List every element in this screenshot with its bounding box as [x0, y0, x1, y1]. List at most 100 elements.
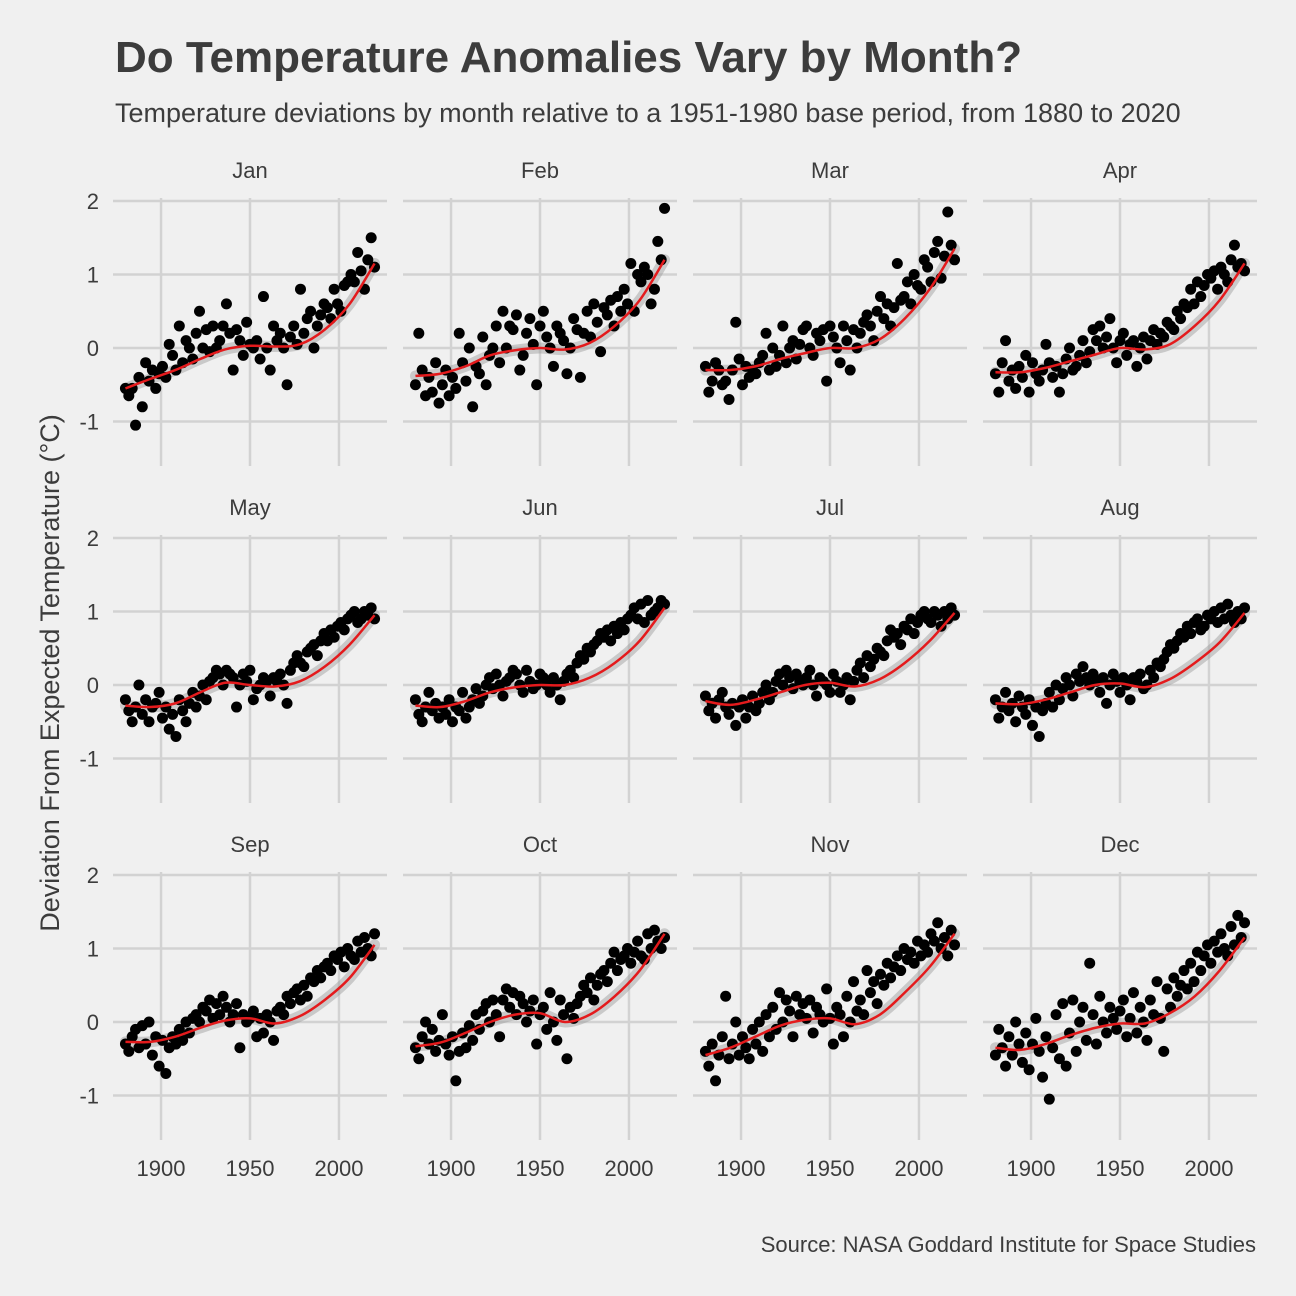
facet-label: Dec — [1100, 832, 1139, 857]
data-point — [308, 342, 320, 354]
data-point — [1053, 1053, 1065, 1065]
data-point — [231, 701, 243, 713]
data-point — [1064, 342, 1076, 354]
data-point — [247, 694, 259, 706]
data-point — [369, 613, 381, 625]
data-point — [143, 716, 155, 728]
data-point — [834, 357, 846, 369]
data-point — [716, 686, 728, 698]
data-point — [1171, 990, 1183, 1002]
data-point — [908, 628, 920, 640]
data-point — [480, 379, 492, 391]
data-point — [1134, 668, 1146, 680]
data-point — [723, 1053, 735, 1065]
data-point — [632, 935, 644, 947]
data-point — [1010, 382, 1022, 394]
data-point — [1067, 994, 1079, 1006]
facet-panel-dec: Dec 1900 1950 2000 — [983, 832, 1257, 1181]
data-point — [1104, 313, 1116, 325]
data-point — [443, 1049, 455, 1061]
data-point — [220, 298, 232, 310]
data-point — [477, 331, 489, 343]
data-point — [554, 994, 566, 1006]
data-point — [517, 686, 529, 698]
data-point — [558, 1009, 570, 1021]
data-point — [945, 239, 957, 251]
data-point — [699, 690, 711, 702]
data-point — [365, 602, 377, 614]
data-point — [1185, 957, 1197, 969]
data-point — [750, 368, 762, 380]
data-point — [827, 331, 839, 343]
data-point — [190, 327, 202, 339]
trend-line — [125, 262, 376, 390]
data-point — [922, 946, 934, 958]
data-point — [844, 694, 856, 706]
data-point — [1127, 335, 1139, 347]
data-point — [584, 972, 596, 984]
chart-subtitle: Temperature deviations by month relative… — [115, 98, 1181, 128]
data-point — [588, 298, 600, 310]
facet-label: Feb — [521, 158, 559, 183]
data-point — [1057, 998, 1069, 1010]
trend-line — [995, 262, 1246, 374]
facet-panel-sep: Sep -1 0 1 2 1900 1950 2000 — [79, 832, 387, 1181]
data-point — [1124, 694, 1136, 706]
facet-panel-oct: Oct 1900 1950 2000 — [403, 832, 677, 1181]
data-point — [837, 1031, 849, 1043]
data-point — [1013, 1038, 1025, 1050]
data-point — [760, 679, 772, 691]
data-point — [864, 320, 876, 332]
data-point — [514, 364, 526, 376]
data-point — [871, 998, 883, 1010]
data-point — [1111, 357, 1123, 369]
trend-line — [125, 944, 376, 1044]
data-point — [413, 1053, 425, 1065]
data-point — [1148, 672, 1160, 684]
data-point — [443, 390, 455, 402]
data-point — [588, 994, 600, 1006]
data-point — [214, 1009, 226, 1021]
data-point — [561, 368, 573, 380]
data-point — [1225, 254, 1237, 266]
data-point — [227, 672, 239, 684]
data-point — [1010, 1016, 1022, 1028]
data-point — [194, 1016, 206, 1028]
data-point — [1239, 917, 1251, 929]
data-point — [1158, 1045, 1170, 1057]
data-point — [710, 1075, 722, 1087]
data-point — [618, 283, 630, 295]
data-point — [328, 631, 340, 643]
data-point — [446, 371, 458, 383]
data-point — [854, 657, 866, 669]
data-point — [1151, 976, 1163, 988]
data-point — [311, 320, 323, 332]
data-point — [254, 353, 266, 365]
data-point — [365, 232, 377, 244]
data-point — [908, 269, 920, 280]
data-point — [578, 653, 590, 665]
data-point — [136, 708, 148, 720]
data-point — [861, 965, 873, 977]
data-point — [777, 320, 789, 332]
data-point — [581, 987, 593, 999]
data-point — [1195, 965, 1207, 977]
data-point — [898, 291, 910, 303]
data-point — [284, 331, 296, 343]
data-point — [214, 335, 226, 347]
data-point — [358, 931, 370, 943]
data-point — [1013, 690, 1025, 702]
data-point — [774, 987, 786, 999]
data-point — [325, 965, 337, 977]
trend-line — [705, 612, 956, 707]
data-point — [1087, 1009, 1099, 1021]
data-point — [257, 291, 269, 303]
data-point — [1127, 987, 1139, 999]
facet-panel-mar: Mar — [693, 158, 967, 466]
data-point — [460, 712, 472, 724]
data-point — [891, 950, 903, 962]
chart-caption: Source: NASA Goddard Institute for Space… — [761, 1232, 1256, 1257]
data-point — [1117, 994, 1129, 1006]
data-point — [133, 371, 145, 383]
